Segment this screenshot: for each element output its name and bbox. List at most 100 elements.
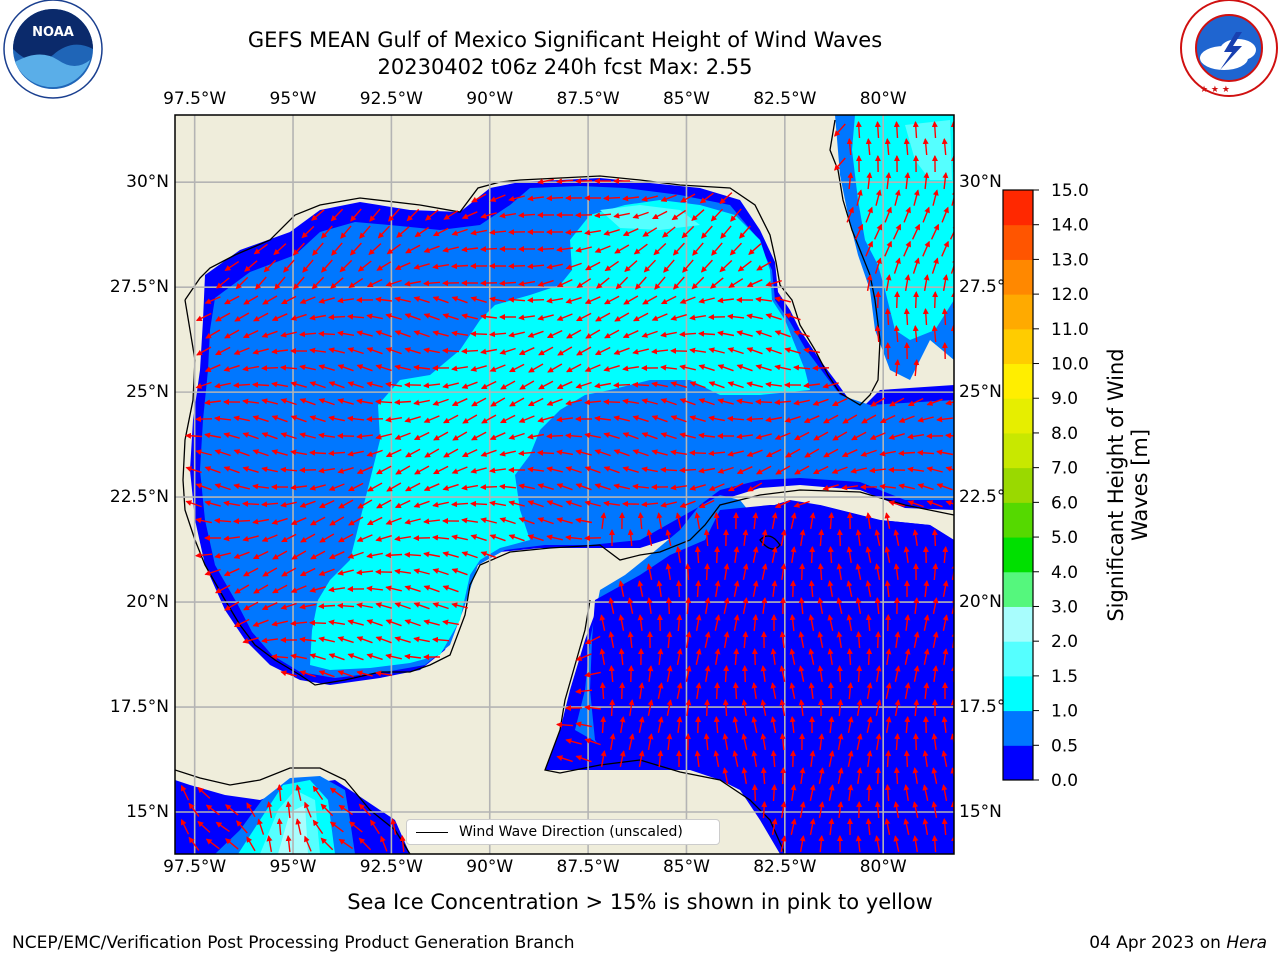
wave-direction-arrow: [537, 517, 554, 525]
wave-direction-arrow: [276, 784, 283, 802]
wave-direction-arrow: [713, 512, 720, 530]
wave-direction-arrow: [556, 517, 573, 524]
wave-direction-arrow: [892, 223, 902, 240]
wave-direction-arrow: [771, 784, 778, 802]
wave-direction-arrow: [685, 597, 692, 615]
wave-direction-arrow: [461, 211, 478, 219]
colorbar-swatch: [1003, 294, 1033, 330]
wave-direction-arrow: [261, 398, 278, 405]
wave-direction-arrow: [281, 533, 297, 543]
colorbar-swatch: [1003, 537, 1033, 573]
wave-direction-arrow: [337, 297, 355, 304]
wave-direction-arrow: [799, 529, 806, 547]
wave-direction-arrow: [489, 331, 507, 338]
wave-direction-arrow: [614, 312, 630, 322]
wave-direction-arrow: [376, 499, 392, 509]
wave-direction-arrow: [751, 682, 758, 700]
wave-direction-arrow: [632, 348, 649, 355]
wave-direction-arrow: [727, 381, 744, 389]
colorbar-tick-label: 1.5: [1051, 667, 1078, 687]
wave-direction-arrow: [670, 415, 687, 423]
wave-direction-arrow: [452, 431, 468, 441]
wave-direction-arrow: [752, 546, 759, 563]
wave-direction-arrow: [737, 260, 752, 272]
wave-direction-arrow: [290, 313, 307, 321]
wave-direction-arrow: [575, 517, 593, 524]
wave-direction-arrow: [774, 432, 791, 440]
wave-direction-arrow: [708, 450, 726, 457]
wave-direction-arrow: [340, 225, 352, 239]
wave-direction-arrow: [615, 276, 629, 290]
wave-direction-arrow: [837, 801, 844, 818]
wave-direction-arrow: [527, 500, 544, 508]
wave-direction-arrow: [556, 416, 573, 423]
wave-direction-arrow: [546, 500, 563, 508]
wave-direction-arrow: [755, 433, 772, 440]
wave-direction-arrow: [368, 243, 382, 256]
wave-direction-arrow: [413, 500, 430, 508]
wave-direction-arrow: [508, 432, 525, 440]
wave-direction-arrow: [856, 733, 863, 750]
wave-direction-arrow: [879, 414, 896, 424]
wave-direction-arrow: [865, 512, 872, 529]
wave-direction-arrow: [246, 802, 256, 818]
wave-direction-arrow: [575, 721, 592, 728]
map-frame: [174, 114, 955, 855]
wave-direction-arrow: [356, 466, 373, 474]
wave-direction-arrow: [746, 381, 763, 388]
wave-direction-arrow: [272, 584, 288, 594]
wave-direction-arrow: [917, 416, 934, 423]
wave-direction-arrow: [613, 382, 631, 389]
colorbar-tick-label: 9.0: [1051, 389, 1078, 409]
wave-direction-arrow: [875, 733, 882, 751]
wave-direction-arrow: [903, 138, 910, 156]
wave-direction-arrow: [866, 716, 873, 733]
wave-direction-arrow: [595, 312, 611, 322]
wave-direction-arrow: [912, 257, 920, 274]
wave-direction-arrow: [527, 433, 545, 440]
wave-direction-arrow: [695, 682, 702, 700]
wave-direction-arrow: [489, 467, 506, 474]
wave-direction-arrow: [913, 291, 920, 309]
wave-direction-arrow: [752, 512, 759, 529]
wave-direction-arrow: [404, 313, 421, 321]
wave-direction-arrow: [283, 259, 295, 273]
wave-direction-arrow: [847, 172, 854, 190]
wave-direction-arrow: [461, 484, 479, 491]
wave-direction-arrow: [224, 261, 240, 271]
wave-direction-arrow: [780, 767, 787, 785]
wave-direction-arrow: [442, 382, 459, 389]
wave-direction-arrow: [836, 597, 843, 614]
wave-direction-arrow: [941, 138, 948, 156]
wave-direction-arrow: [893, 325, 900, 343]
wave-direction-arrow: [822, 382, 839, 389]
wave-direction-arrow: [818, 529, 825, 547]
wave-direction-arrow: [499, 483, 517, 490]
wave-direction-arrow: [765, 313, 782, 321]
wave-direction-arrow: [302, 259, 314, 273]
wave-direction-arrow: [926, 500, 943, 508]
wave-direction-arrow: [760, 733, 767, 751]
wave-direction-arrow: [813, 431, 829, 441]
wave-direction-arrow: [808, 614, 815, 632]
wave-direction-arrow: [875, 699, 882, 716]
wave-direction-arrow: [356, 364, 373, 372]
wave-direction-arrow: [414, 226, 429, 238]
wave-direction-arrow: [903, 546, 910, 563]
wave-direction-arrow: [679, 364, 696, 371]
wave-direction-arrow: [752, 614, 759, 632]
wave-direction-arrow: [330, 277, 344, 289]
wave-direction-arrow: [290, 381, 307, 388]
wave-direction-arrow: [304, 835, 312, 852]
wave-direction-arrow: [817, 597, 824, 615]
wave-direction-arrow: [575, 381, 592, 389]
wave-direction-arrow: [780, 801, 787, 819]
wave-direction-arrow: [204, 432, 222, 439]
wave-direction-arrow: [242, 329, 259, 339]
wave-direction-arrow: [622, 365, 640, 372]
wave-direction-arrow: [673, 276, 685, 290]
colorbar-swatch: [1003, 224, 1033, 260]
wave-direction-arrow: [470, 296, 487, 303]
wave-direction-arrow: [660, 194, 677, 202]
wave-direction-arrow: [931, 257, 939, 274]
